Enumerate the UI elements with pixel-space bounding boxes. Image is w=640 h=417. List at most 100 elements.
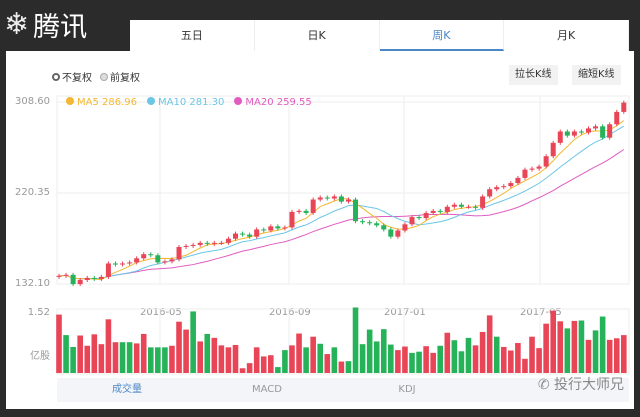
tab-monthly-k[interactable]: 月K [504, 20, 629, 51]
period-tabs: 五日 日K 周K 月K [130, 20, 629, 51]
candle [543, 156, 549, 167]
candle [331, 196, 337, 199]
candle [416, 217, 422, 219]
tab-daily-k[interactable]: 日K [255, 20, 380, 51]
candle [56, 275, 62, 277]
candle [70, 274, 76, 285]
candle [508, 183, 514, 187]
volume-bar [289, 345, 295, 373]
volume-bar [140, 333, 147, 373]
candle [183, 245, 189, 247]
volume-bar [402, 346, 408, 373]
volume-bar [70, 346, 76, 373]
snowflake-icon: ❄ [4, 6, 30, 42]
volume-bar [112, 342, 119, 373]
volume-bar [155, 347, 161, 373]
volume-bar [472, 345, 479, 373]
y-tick-bottom: 132.10 [15, 278, 50, 289]
candle [134, 258, 140, 263]
candle [409, 217, 415, 225]
candle [254, 229, 260, 237]
indicator-tabs: 成交量 MACD KDJ [57, 378, 629, 402]
candle [437, 210, 443, 212]
volume-bar [465, 337, 472, 373]
candle [614, 111, 620, 125]
volume-bar [133, 343, 140, 373]
legend-ma20: MA20 259.55 [234, 97, 312, 108]
volume-bar [105, 319, 112, 373]
volume-bar [599, 316, 606, 373]
tab-kdj[interactable]: KDJ [398, 384, 416, 395]
volume-bar [564, 328, 571, 373]
shrink-k-button[interactable]: 缩短K线 [572, 65, 621, 85]
chart-panel: 不复权 前复权 拉长K线 缩短K线 308.60 220.35 132.10 2… [6, 51, 634, 409]
volume-bar [225, 347, 232, 373]
candle [148, 254, 154, 256]
radio-no-adjust[interactable]: 不复权 [52, 69, 92, 84]
stretch-k-button[interactable]: 拉长K线 [509, 65, 558, 85]
volume-bar [218, 345, 225, 373]
volume-bar [409, 352, 415, 373]
x-tick: 2016-05 [140, 307, 182, 318]
radio-forward-adjust[interactable]: 前复权 [100, 69, 140, 84]
volume-bar [388, 344, 394, 373]
candle [395, 230, 401, 237]
y-tick-mid: 220.35 [15, 187, 50, 198]
candle [289, 211, 295, 228]
tab-weekly-k[interactable]: 周K [379, 20, 505, 51]
candle [296, 210, 302, 212]
volume-bar [585, 339, 592, 373]
volume-bar [550, 310, 556, 373]
candle [487, 189, 493, 197]
volume-bar [147, 347, 154, 373]
volume-bar [246, 363, 253, 373]
candle [388, 229, 394, 237]
candle [381, 225, 387, 230]
volume-bar [416, 351, 422, 373]
logo-text: 腾讯 [33, 11, 88, 43]
volume-bar [500, 346, 507, 373]
ma10-line [58, 125, 625, 280]
volume-bar [260, 356, 267, 373]
candle [458, 204, 464, 207]
volume-bar [423, 346, 429, 373]
candle [105, 263, 111, 277]
candle [494, 187, 500, 190]
radio-label: 不复权 [62, 73, 92, 84]
volume-bar [317, 343, 324, 373]
volume-bar [395, 350, 401, 373]
candle [522, 169, 528, 178]
radio-checked-icon [52, 72, 60, 81]
tab-five-day[interactable]: 五日 [130, 20, 255, 51]
volume-bar [331, 347, 338, 373]
candle [374, 223, 380, 226]
candle [473, 206, 479, 208]
candle [261, 229, 267, 231]
volume-bar [176, 321, 182, 373]
candle [501, 186, 507, 188]
candle [586, 128, 591, 133]
candle [353, 199, 359, 222]
tab-volume[interactable]: 成交量 [112, 384, 142, 395]
candle [423, 212, 429, 219]
volume-bar [380, 329, 387, 373]
y-tick-top: 308.60 [15, 96, 50, 107]
tab-macd[interactable]: MACD [252, 384, 282, 395]
candle [317, 197, 323, 200]
volume-bar [458, 351, 465, 373]
candle [112, 263, 118, 265]
adjust-radio-group: 不复权 前复权 [52, 69, 140, 84]
x-tick: 2017-05 [520, 307, 562, 318]
volume-bar [275, 367, 281, 373]
volume-bar [338, 361, 345, 373]
candle [268, 226, 274, 231]
x-tick: 2016-09 [269, 307, 311, 318]
candle [211, 242, 217, 244]
candle [310, 199, 316, 213]
volume-bar [303, 347, 309, 373]
volume-bar [430, 352, 436, 373]
volume-bar [296, 333, 302, 373]
candle [127, 262, 133, 264]
volume-bar [190, 311, 196, 373]
volume-bar [373, 341, 380, 373]
